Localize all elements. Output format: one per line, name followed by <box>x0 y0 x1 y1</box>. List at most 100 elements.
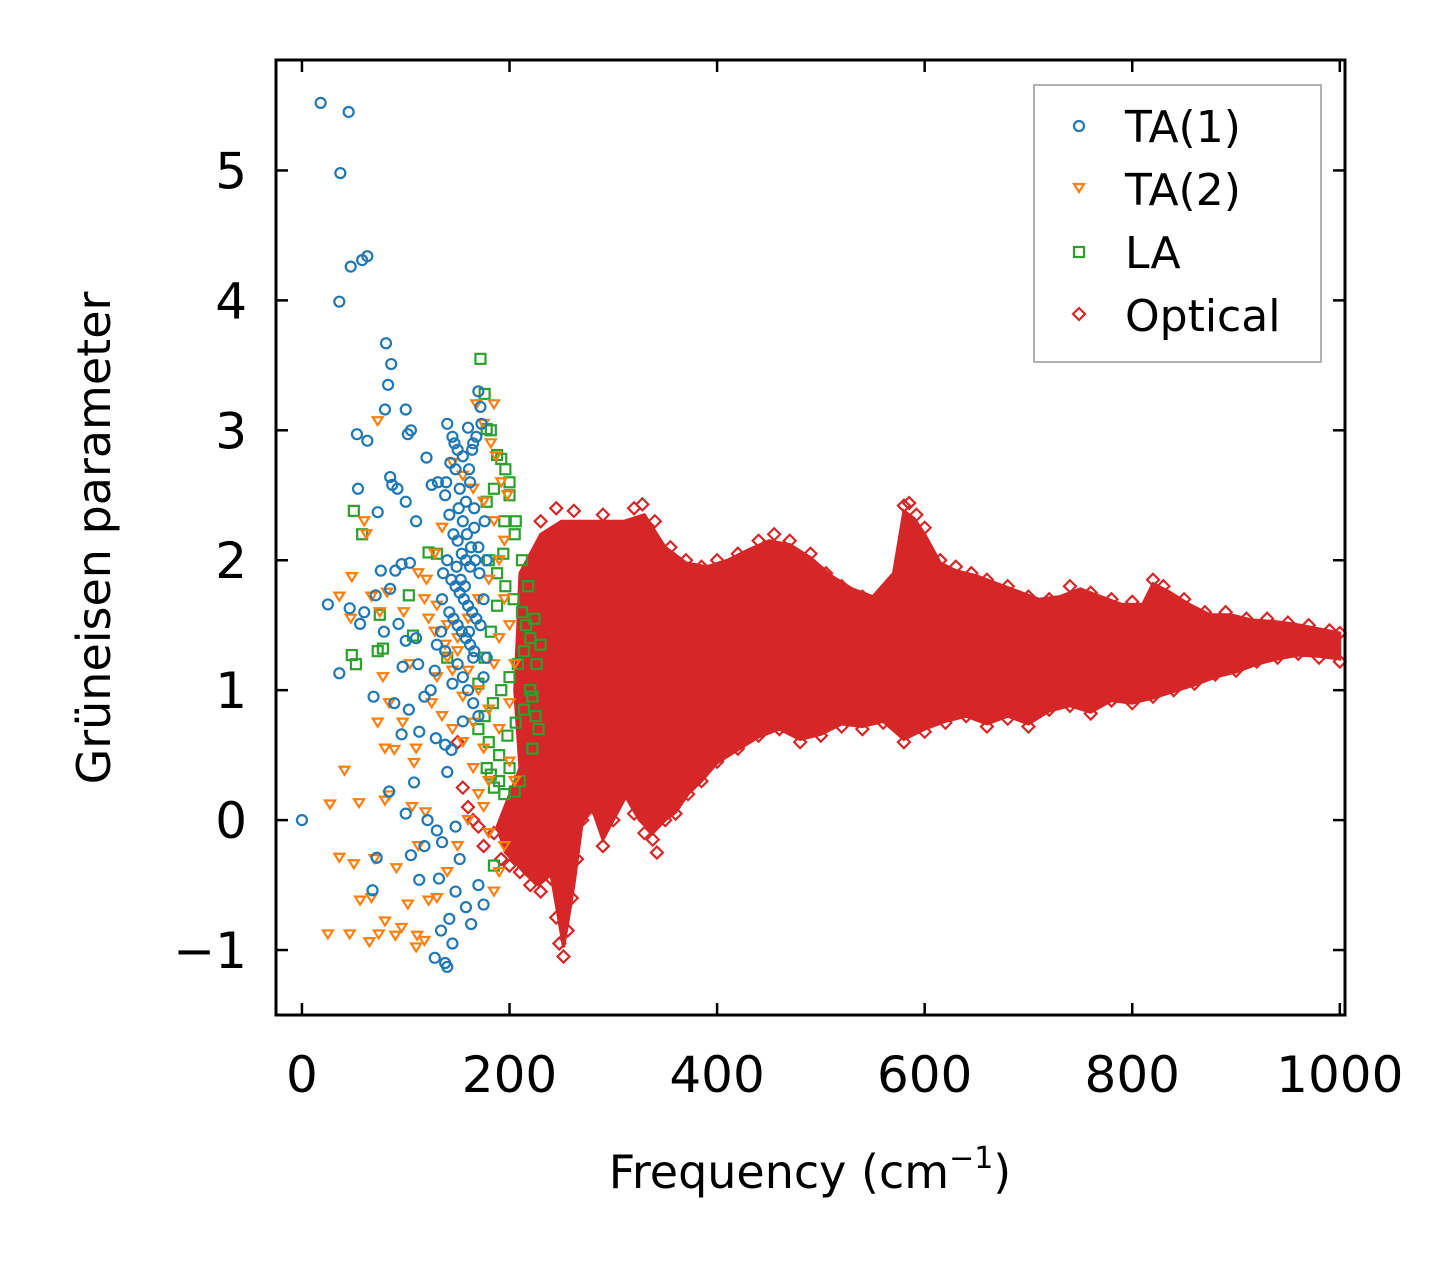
point-optical-72 <box>662 539 678 555</box>
point-ta-2--92 <box>486 659 501 671</box>
point-ta-2--58 <box>476 802 491 814</box>
point-la-35 <box>495 684 508 697</box>
point-ta-1--131 <box>452 502 465 515</box>
point-ta-2--41 <box>362 937 377 949</box>
point-ta-1--100 <box>441 554 454 567</box>
point-ta-1--3 <box>342 105 355 119</box>
point-ta-2--83 <box>461 665 475 677</box>
point-ta-1--21 <box>371 506 384 519</box>
point-la-38 <box>472 723 485 736</box>
point-ta-2--15 <box>382 698 397 710</box>
point-ta-1--23 <box>410 515 423 528</box>
point-optical-10 <box>522 877 538 893</box>
x-tick-label-2: 400 <box>669 1046 764 1104</box>
point-optical-25 <box>636 825 652 841</box>
point-optical-96 <box>1062 578 1078 594</box>
point-la-29 <box>515 606 529 619</box>
point-ta-2--59 <box>466 763 481 775</box>
point-ta-2--48 <box>429 892 444 905</box>
point-optical-13 <box>548 909 564 926</box>
legend-label-ta2: TA(2) <box>1124 165 1241 216</box>
point-ta-2--98 <box>427 626 442 638</box>
point-ta-2--54 <box>486 886 501 898</box>
point-ta-1--147 <box>462 625 476 638</box>
point-ta-2--52 <box>471 789 486 801</box>
point-ta-2--10 <box>372 607 387 619</box>
point-optical-16 <box>560 922 576 939</box>
point-ta-2--65 <box>440 652 455 664</box>
point-ta-1--126 <box>435 593 449 606</box>
point-la-49 <box>524 684 537 697</box>
point-ta-1--135 <box>469 554 482 567</box>
point-optical-61 <box>1311 650 1327 666</box>
point-optical-109 <box>1321 622 1337 638</box>
point-ta-1--29 <box>374 564 387 577</box>
point-ta-2--8 <box>343 613 358 625</box>
point-ta-1--83 <box>467 437 480 450</box>
point-optical-26 <box>645 832 661 848</box>
point-optical-4 <box>470 819 486 835</box>
point-ta-1--50 <box>456 715 469 728</box>
point-ta-1--99 <box>472 541 485 554</box>
point-optical-7 <box>493 851 509 867</box>
legend-label-ta1: TA(1) <box>1124 102 1241 153</box>
point-ta-2--89 <box>502 620 517 632</box>
point-optical-91 <box>963 565 979 581</box>
point-ta-2--93 <box>476 743 491 755</box>
point-optical-47 <box>1020 718 1037 735</box>
point-optical-32 <box>709 754 725 770</box>
point-ta-1--17 <box>384 470 397 484</box>
point-ta-1--38 <box>377 625 391 638</box>
point-la-34 <box>503 671 516 684</box>
point-optical-40 <box>875 715 891 731</box>
y-axis-title: Grüneisen parameter <box>67 291 121 784</box>
point-ta-1--69 <box>465 917 478 931</box>
plot-frame <box>274 58 1347 1017</box>
point-optical-42 <box>917 724 933 740</box>
point-optical-52 <box>1124 695 1140 711</box>
point-optical-79 <box>782 533 798 549</box>
point-ta-2--103 <box>507 776 522 788</box>
point-ta-1--59 <box>449 820 462 833</box>
point-optical-94 <box>1020 589 1037 605</box>
point-la-53 <box>509 515 522 528</box>
point-ta-1--128 <box>440 476 453 489</box>
point-ta-2--25 <box>377 795 392 807</box>
point-ta-2--88 <box>507 659 522 671</box>
point-ta-1--84 <box>472 385 485 398</box>
point-ta-1--139 <box>466 443 479 456</box>
point-ta-1--71 <box>428 951 441 964</box>
point-ta-1--34 <box>321 598 334 611</box>
point-ta-1--142 <box>478 515 491 528</box>
point-ta-1--150 <box>428 664 441 677</box>
point-optical-27 <box>649 845 665 861</box>
point-la-61 <box>493 775 506 788</box>
point-ta-2--106 <box>489 451 504 463</box>
point-la-28 <box>507 593 520 606</box>
point-la-47 <box>526 742 539 755</box>
point-optical-89 <box>932 552 948 568</box>
point-ta-2--49 <box>440 866 455 879</box>
point-ta-2--20 <box>387 744 402 757</box>
point-ta-1--87 <box>453 482 466 495</box>
point-la-68 <box>534 638 547 651</box>
point-ta-2--17 <box>395 717 410 729</box>
point-optical-11 <box>533 884 549 900</box>
point-optical-76 <box>730 546 746 562</box>
point-ta-1--98 <box>468 521 481 534</box>
point-ta-2--104 <box>500 490 515 502</box>
point-optical-86 <box>901 495 917 511</box>
point-ta-2--91 <box>492 633 507 645</box>
point-ta-2--4 <box>359 529 374 541</box>
point-optical-90 <box>948 559 964 575</box>
point-ta-1--141 <box>475 417 488 430</box>
point-ta-2--78 <box>427 548 442 560</box>
point-ta-1--54 <box>383 785 396 798</box>
x-axis-title-close: ) <box>993 1145 1011 1199</box>
point-ta-2--87 <box>502 698 517 710</box>
point-la-19 <box>402 589 415 602</box>
point-ta-2--74 <box>466 483 481 495</box>
point-ta-1--63 <box>370 851 383 864</box>
point-ta-1--65 <box>413 873 426 886</box>
point-ta-1--129 <box>444 456 457 469</box>
